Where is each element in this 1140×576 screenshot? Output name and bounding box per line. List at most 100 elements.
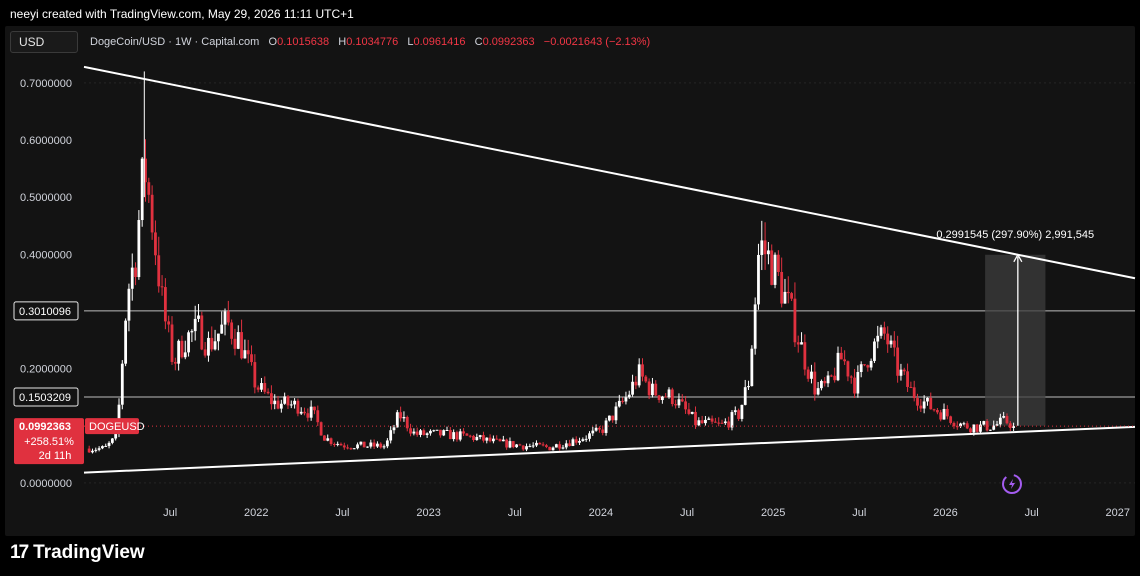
candle-body [727, 421, 731, 428]
candle-body [1002, 416, 1006, 418]
candle-body [173, 361, 177, 364]
candle-body [760, 240, 764, 255]
candle-body [419, 430, 422, 435]
candle-body [717, 422, 721, 424]
candle-body [942, 408, 946, 420]
candle-body [253, 362, 257, 388]
candle-body [289, 404, 293, 406]
candle-body [654, 383, 658, 396]
candle-body [359, 441, 363, 445]
x-tick-label: Jul [163, 507, 177, 519]
candle-body [336, 443, 340, 445]
candle-body [674, 404, 678, 406]
candle-body [313, 406, 316, 411]
candle-body [624, 397, 628, 402]
candle-body [800, 342, 803, 345]
candle-body [488, 437, 492, 442]
price-chart[interactable]: 0.3010096 0.1503209 0.2991545 (297.90%) 2… [0, 0, 1140, 536]
candle-body [621, 400, 625, 402]
trendline-upper[interactable] [83, 65, 1136, 280]
legend-close-value: 0.0992363 [482, 36, 535, 48]
candle-body [591, 430, 595, 434]
legend-low-key: L [407, 36, 414, 48]
candle-body [747, 386, 750, 388]
candle-body [250, 354, 253, 363]
candle-body [604, 420, 608, 433]
candle-body [588, 433, 591, 439]
candle-body [902, 369, 906, 372]
candle-body [180, 340, 184, 358]
x-tick-label: 2024 [589, 507, 613, 519]
candle-body [107, 442, 111, 446]
tradingview-wordmark: TradingView [33, 542, 145, 563]
candle-body [223, 311, 227, 325]
candle-body [697, 420, 701, 426]
candle-body [356, 444, 359, 449]
candle-body [998, 417, 1002, 425]
candle-body [856, 372, 860, 394]
footer [0, 536, 1140, 576]
level-label: 0.1503209 [19, 392, 71, 404]
x-tick-label: Jul [1025, 507, 1039, 519]
axes: 0.7000000 0.6000000 0.5000000 0.4000000 0.20… [20, 78, 1130, 519]
trendlines[interactable] [83, 65, 1136, 474]
candle-body [389, 430, 393, 441]
candle-body [952, 422, 956, 427]
candle-body [193, 318, 197, 332]
candle-body [790, 293, 794, 299]
candle-body [482, 435, 485, 441]
trendline-lower[interactable] [83, 425, 1136, 474]
x-tick-label: 2027 [1106, 507, 1130, 519]
candle-body [836, 352, 840, 381]
candle-body [160, 286, 164, 288]
candle-body [945, 408, 949, 417]
candle-body [402, 416, 406, 419]
candle-body [627, 394, 631, 398]
candle-body [926, 397, 929, 402]
candle-body [183, 352, 187, 358]
candle-body [409, 428, 412, 434]
candle-body [853, 377, 856, 394]
candle-body [803, 342, 807, 370]
candle-body [849, 376, 853, 378]
replay-icon[interactable] [1002, 474, 1022, 494]
candle-body [167, 321, 171, 325]
current-price-label: 0.0992363 +258.51% 2d 11h DOGEUSD [14, 418, 1135, 465]
measure-tool[interactable]: 0.2991545 (297.90%) 2,991,545 [936, 229, 1094, 426]
candle-body [909, 386, 913, 388]
candle-body [660, 396, 664, 401]
measure-box[interactable] [985, 254, 1046, 426]
candle-body [786, 291, 790, 294]
candle-body [382, 446, 386, 448]
candle-body [929, 397, 933, 410]
candle-body [750, 348, 754, 387]
legend-low-value: 0.0961416 [413, 36, 466, 48]
legend-open-value: 0.1015638 [277, 36, 330, 48]
candle-body [498, 439, 502, 442]
symbol-tag [85, 418, 139, 435]
currency-button[interactable]: USD [10, 31, 78, 53]
candle-body [707, 418, 711, 420]
candle-body [283, 396, 287, 404]
candle-body [949, 416, 953, 423]
candle-body [667, 389, 671, 397]
candle-body [200, 315, 204, 350]
candle-body [210, 337, 214, 350]
candle-body [879, 327, 883, 336]
candle-body [574, 439, 578, 443]
candle-body [975, 424, 979, 432]
candle-body [263, 383, 267, 392]
candle-body [713, 421, 717, 423]
candle-body [776, 254, 780, 272]
candle-body [124, 320, 128, 364]
candle-body [415, 431, 419, 435]
candle-body [279, 403, 283, 409]
candle-body [246, 350, 250, 355]
candle-body [207, 337, 210, 356]
candle-body [704, 419, 707, 424]
candle-body [339, 443, 343, 446]
candle-body [435, 429, 439, 431]
candle-body [594, 427, 598, 431]
candle-body [405, 416, 409, 429]
candle-body [700, 420, 704, 424]
